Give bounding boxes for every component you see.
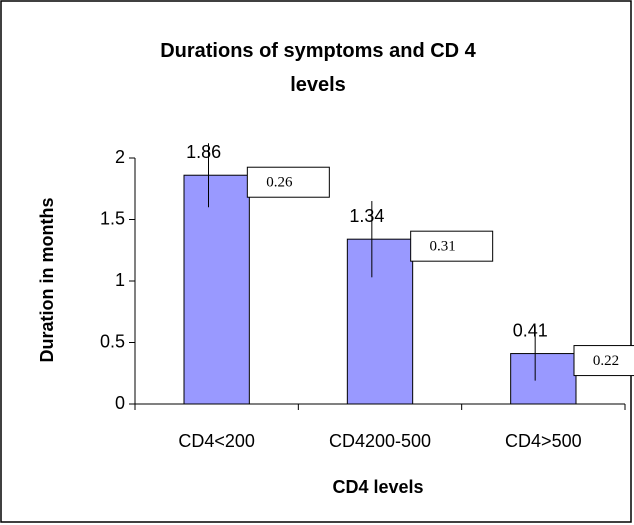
error-box-frame [246,166,330,198]
chart-title: Durations of symptoms and CD 4 levels [160,40,476,96]
y-tick-label: 0 [115,393,125,413]
error-box: 0.22 [573,345,634,377]
x-tick-label: CD4200-500 [329,431,431,451]
value-label: 1.86 [186,142,221,162]
error-box: 0.31 [410,230,494,262]
error-label: 0.26 [266,175,293,191]
error-box: 0.26 [246,166,330,198]
error-label: 0.22 [593,353,619,369]
value-label: 1.34 [349,206,384,226]
y-tick-label: 1.5 [100,208,125,228]
y-axis-title: Duration in months [37,198,57,363]
error-box-frame [410,230,494,262]
y-tick-label: 0.5 [100,331,125,351]
x-tick-label: CD4>500 [505,431,582,451]
y-tick-label: 2 [115,147,125,167]
bar [346,238,414,405]
error-box-frame [573,345,634,377]
bar [510,353,577,405]
bar [183,174,250,405]
y-tick-label: 1 [115,270,125,290]
x-axis-title: CD4 levels [332,477,423,497]
x-tick-label: CD4<200 [178,431,255,451]
error-label: 0.31 [430,239,456,255]
value-label: 0.41 [513,320,548,340]
